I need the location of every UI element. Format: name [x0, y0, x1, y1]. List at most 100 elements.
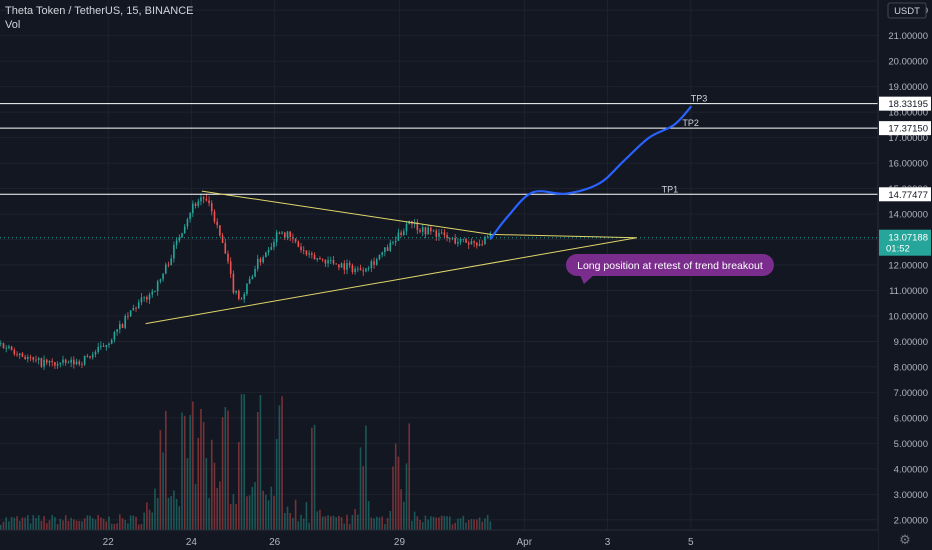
- volume-bar: [400, 489, 402, 530]
- candle-body: [440, 232, 443, 234]
- volume-bar: [351, 514, 354, 530]
- volume-bar: [189, 415, 191, 530]
- annotation-callout[interactable]: Long position at retest of trend breakou…: [565, 254, 774, 284]
- volume-bar: [405, 463, 408, 530]
- candle-body: [127, 316, 129, 317]
- volume-bar: [467, 519, 470, 530]
- candle-body: [370, 261, 373, 269]
- candle-body: [64, 359, 67, 363]
- candle-body: [386, 247, 389, 251]
- volume-bar: [348, 523, 351, 530]
- volume-bar: [108, 516, 110, 530]
- candle-body: [54, 362, 56, 366]
- volume-bar: [45, 523, 48, 530]
- volume-bar: [365, 425, 367, 530]
- candle-body: [2, 343, 5, 349]
- level-price-badge-tp3[interactable]: [879, 96, 931, 111]
- currency-label: USDT: [894, 6, 920, 17]
- candle-body: [224, 242, 227, 254]
- triangle-upper-line[interactable]: [201, 190, 637, 239]
- volume-bar: [178, 506, 181, 530]
- level-price-label-tp3: 18.33195: [888, 99, 928, 110]
- triangle-lower-line[interactable]: [145, 237, 637, 325]
- callout-bubble[interactable]: [565, 254, 774, 276]
- currency-badge[interactable]: [887, 2, 927, 19]
- time-axis[interactable]: 22 24 26 29 Apr 3 5 ⚙: [0, 529, 911, 550]
- price-tick-label: 14.00000: [888, 210, 928, 221]
- candle-body: [119, 324, 121, 330]
- volume-bar: [438, 517, 440, 530]
- candle-body: [384, 247, 386, 253]
- candle-body: [97, 347, 99, 352]
- volume-bar: [343, 523, 346, 530]
- candle-body: [459, 238, 462, 242]
- projection-path[interactable]: [489, 105, 692, 240]
- candle-body: [416, 221, 419, 231]
- level-tag-tp2: TP2: [682, 118, 699, 128]
- candle-body: [121, 324, 124, 328]
- horizontal-levels[interactable]: TP3 TP2 TP1: [0, 94, 878, 239]
- candle-body: [200, 197, 202, 202]
- candle-body: [164, 264, 167, 274]
- volume-bar: [289, 513, 292, 530]
- chart-legend: Theta Token / TetherUS, 15, BINANCE Vol: [5, 4, 194, 32]
- price-tick-label: 11.00000: [889, 286, 928, 297]
- candle-body: [246, 283, 248, 294]
- candle-body: [48, 360, 51, 363]
- volume-bar: [162, 452, 164, 530]
- candle-body: [329, 260, 332, 261]
- volume-bar: [200, 408, 202, 530]
- candle-body: [484, 236, 486, 245]
- candle-body: [248, 279, 251, 284]
- volume-bar: [67, 520, 70, 530]
- volume-bar: [248, 495, 251, 530]
- candle-body: [235, 290, 237, 293]
- volume-bar: [275, 438, 278, 530]
- candle-body: [8, 346, 10, 348]
- volume-bar: [227, 410, 229, 530]
- candle-body: [221, 235, 224, 243]
- volume-bar: [208, 498, 210, 530]
- candle-body: [394, 240, 397, 243]
- price-axis[interactable]: 22.0000021.0000020.0000019.0000018.00000…: [877, 0, 932, 550]
- candle-body: [0, 343, 2, 345]
- volume-bar: [5, 517, 8, 530]
- volume-bar: [329, 516, 332, 530]
- volume-bar: [37, 515, 40, 530]
- volume-bar: [100, 517, 102, 530]
- candle-body: [305, 250, 308, 255]
- current-price-badge[interactable]: [879, 229, 931, 256]
- candle-body: [467, 242, 470, 245]
- candle-body: [365, 268, 367, 272]
- volume-bar: [297, 521, 300, 530]
- volume-bar: [359, 447, 362, 530]
- candle-body: [457, 241, 459, 244]
- level-price-badge-tp1[interactable]: [879, 187, 931, 202]
- level-price-badge-tp2[interactable]: [879, 121, 931, 136]
- candle-body: [443, 232, 446, 236]
- projection-curve[interactable]: [489, 105, 692, 240]
- candle-body: [86, 355, 89, 357]
- volume-bar: [346, 514, 348, 530]
- candle-body: [373, 261, 375, 265]
- candle-body: [256, 258, 259, 269]
- volume-bar: [267, 500, 270, 530]
- candle-body: [324, 259, 327, 264]
- volume-bar: [59, 518, 62, 530]
- time-tick-label: 26: [269, 537, 281, 548]
- candle-body: [70, 359, 72, 363]
- volume-bar: [421, 522, 424, 530]
- volume-bar: [392, 466, 394, 530]
- volume-bar: [362, 466, 365, 530]
- triangle-pattern[interactable]: [145, 190, 637, 325]
- volume-bar: [294, 499, 297, 530]
- volume-bar: [357, 514, 359, 530]
- current-price-label: 13.07188: [888, 233, 928, 244]
- volume-bar: [389, 510, 392, 530]
- volume-bar: [2, 521, 5, 530]
- price-tick-label: 17.00000: [888, 133, 928, 144]
- chart-settings-icon[interactable]: ⚙: [899, 533, 911, 548]
- price-tick-label: 18.00000: [888, 108, 928, 119]
- candle-body: [316, 258, 319, 260]
